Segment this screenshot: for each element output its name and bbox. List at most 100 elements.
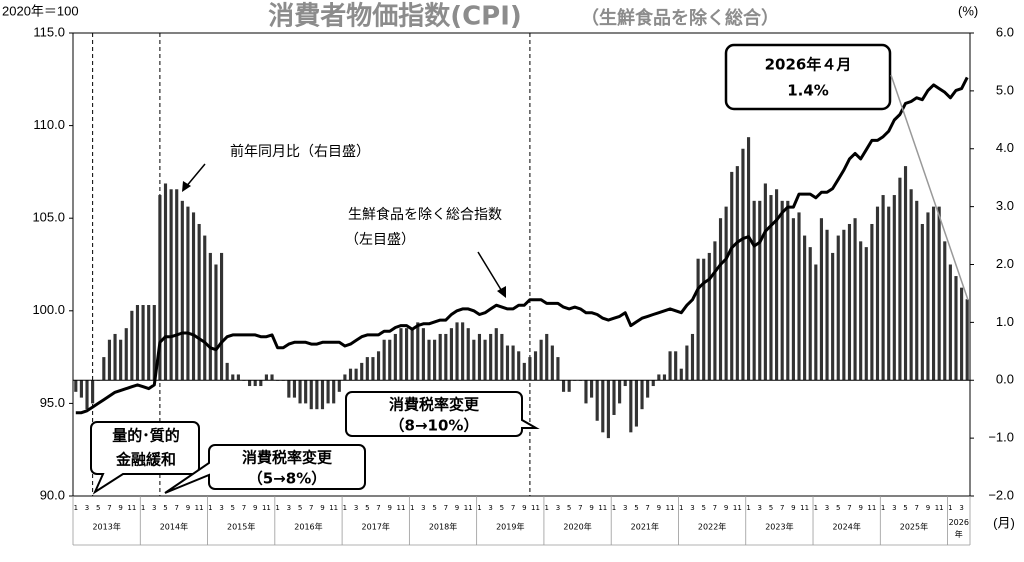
bar bbox=[421, 328, 425, 381]
y2-axis-label: (%) bbox=[958, 3, 978, 18]
bar bbox=[769, 195, 773, 381]
x-tick-label: 1 bbox=[410, 504, 414, 512]
bar bbox=[791, 218, 795, 381]
x-tick-label: 1 bbox=[141, 504, 145, 512]
bar bbox=[449, 328, 453, 381]
bar bbox=[685, 345, 689, 381]
bar bbox=[477, 333, 482, 381]
bar bbox=[376, 351, 381, 381]
bar bbox=[147, 305, 151, 381]
y-tick-label: 90.0 bbox=[40, 487, 65, 502]
x-tick-label: 9 bbox=[253, 504, 257, 512]
x-tick-label: 11 bbox=[598, 504, 607, 512]
bar bbox=[433, 339, 437, 381]
x-tick-label: 9 bbox=[455, 504, 459, 512]
bar bbox=[405, 328, 409, 381]
x-tick-label: 9 bbox=[320, 504, 324, 512]
bar bbox=[163, 183, 168, 381]
bar bbox=[859, 241, 863, 381]
bar bbox=[752, 200, 756, 381]
bar bbox=[304, 380, 308, 404]
x-tick-label: 7 bbox=[107, 504, 111, 512]
x-tick-label: 5 bbox=[96, 504, 100, 512]
bar bbox=[231, 374, 235, 381]
bar bbox=[214, 264, 218, 381]
bar bbox=[920, 223, 924, 381]
x-tick-label: 7 bbox=[847, 504, 851, 512]
bar bbox=[595, 380, 599, 421]
year-label: 2018年 bbox=[429, 522, 457, 532]
x-tick-label: 9 bbox=[589, 504, 593, 512]
bar bbox=[270, 374, 274, 381]
y2-tick-label: 3.0 bbox=[996, 198, 1014, 213]
bar bbox=[875, 206, 880, 381]
x-tick-label: 3 bbox=[219, 504, 223, 512]
bar bbox=[937, 206, 941, 381]
year-label: 2017年 bbox=[362, 522, 390, 532]
x-tick-label: 3 bbox=[152, 504, 156, 512]
year-label: 2024年 bbox=[832, 522, 860, 532]
bar bbox=[629, 380, 633, 433]
bar bbox=[926, 212, 930, 381]
year-part: 2026 bbox=[949, 518, 969, 527]
bar bbox=[898, 177, 902, 381]
bar bbox=[141, 305, 145, 381]
x-tick-label: 7 bbox=[242, 504, 246, 512]
bar bbox=[640, 380, 644, 410]
y2-tick-label: 6.0 bbox=[996, 24, 1014, 39]
callout-box bbox=[164, 444, 366, 494]
series-label: 生鮮食品を除く総合指数 bbox=[348, 206, 502, 223]
x-tick-label: 3 bbox=[758, 504, 762, 512]
x-tick-label: 1 bbox=[477, 504, 481, 512]
y-tick-label: 110.0 bbox=[33, 117, 65, 132]
bar bbox=[102, 357, 106, 381]
bar bbox=[191, 212, 196, 381]
x-tick-label: 7 bbox=[915, 504, 919, 512]
bar bbox=[360, 362, 364, 381]
x-tick-label: 3 bbox=[354, 504, 358, 512]
year-label: 2014年 bbox=[160, 522, 188, 532]
bar bbox=[550, 345, 554, 381]
series-label-note: （左目盛） bbox=[345, 232, 415, 248]
x-tick-label: 1 bbox=[881, 504, 885, 512]
bar bbox=[180, 200, 184, 381]
year-label: 2020年 bbox=[563, 522, 591, 532]
x-axis-label: (月) bbox=[993, 515, 1015, 530]
bar bbox=[219, 252, 224, 381]
bar bbox=[135, 305, 140, 381]
bar bbox=[169, 189, 173, 381]
x-tick-label: 3 bbox=[85, 504, 89, 512]
bar bbox=[539, 339, 543, 381]
series-label: 前年同月比（右目盛） bbox=[230, 143, 370, 160]
x-tick-label: 11 bbox=[800, 504, 809, 512]
x-tick-label: 9 bbox=[522, 504, 526, 512]
bar bbox=[730, 171, 734, 381]
bar bbox=[954, 276, 958, 381]
callout-text: 消費税率変更 bbox=[389, 396, 480, 414]
bar bbox=[74, 380, 78, 392]
x-tick-label: 1 bbox=[814, 504, 818, 512]
callout-box bbox=[90, 421, 200, 495]
x-tick-label: 11 bbox=[935, 504, 944, 512]
bar bbox=[847, 223, 852, 381]
arrow bbox=[184, 163, 206, 189]
x-tick-label: 7 bbox=[713, 504, 717, 512]
annotations: 2026年４月 1.4% 前年同月比（右目盛） 生鮮食品を除く総合指数 （左目盛… bbox=[90, 43, 969, 495]
year-label: 2025年 bbox=[900, 522, 928, 532]
bar bbox=[337, 380, 341, 392]
bar bbox=[124, 328, 128, 381]
x-tick-label: 11 bbox=[666, 504, 675, 512]
bar bbox=[533, 351, 538, 381]
x-tick-label: 7 bbox=[645, 504, 649, 512]
bar bbox=[371, 357, 375, 381]
bar bbox=[668, 351, 672, 381]
y-tick-label: 115.0 bbox=[33, 24, 65, 39]
bar bbox=[775, 189, 779, 381]
bar bbox=[803, 235, 807, 381]
x-tick-label: 11 bbox=[397, 504, 406, 512]
x-tick-label: 3 bbox=[690, 504, 694, 512]
bar bbox=[427, 339, 431, 381]
callout-pointer bbox=[890, 74, 969, 301]
bar bbox=[152, 305, 156, 381]
y2-tick-label: −1.0 bbox=[988, 430, 1014, 445]
